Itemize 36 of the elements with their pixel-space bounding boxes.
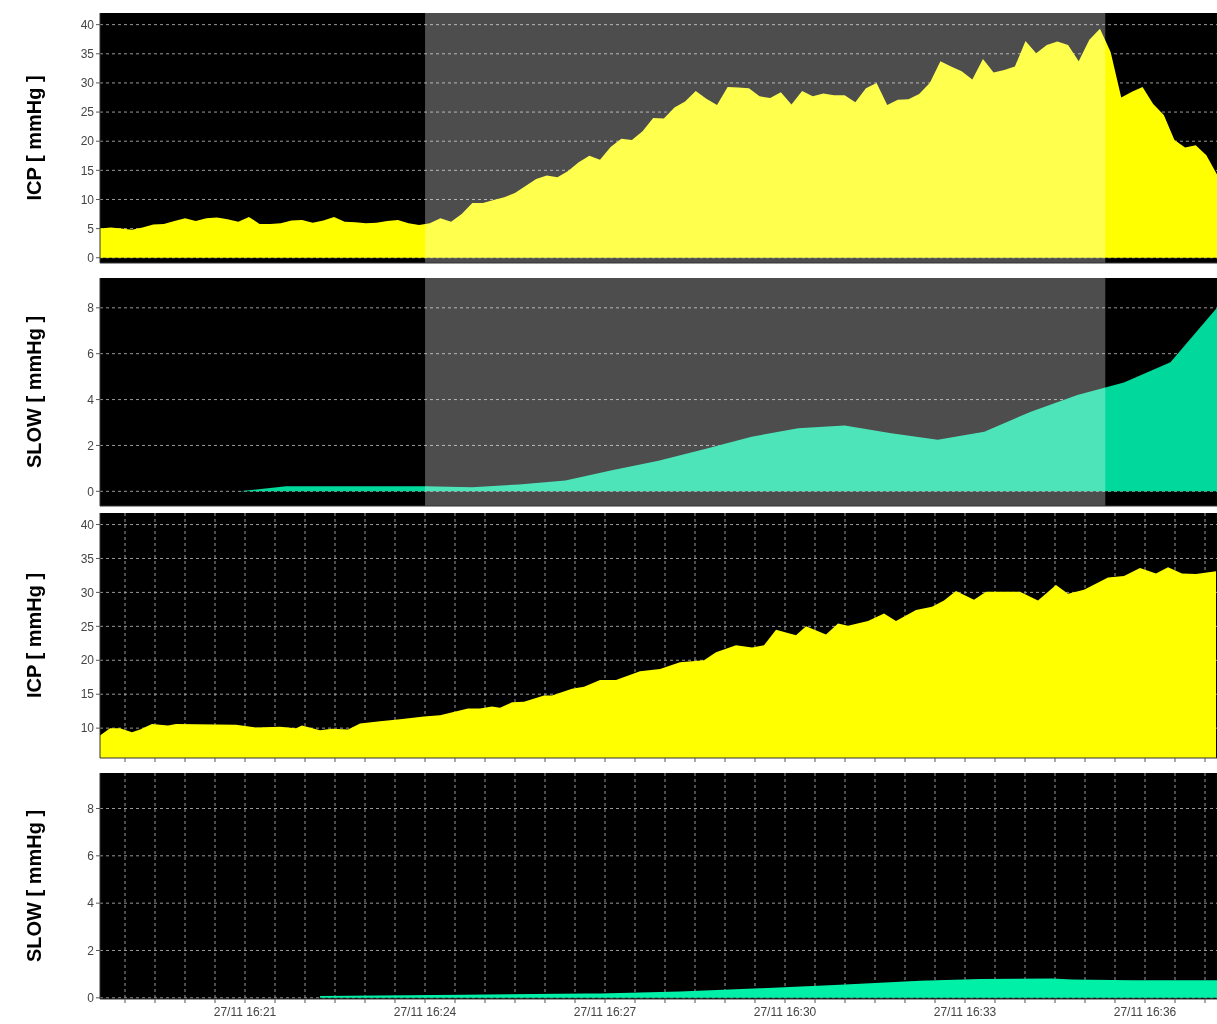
y-tick-label: 8 — [87, 801, 95, 816]
y-axis-title: ICP [ mmHg ] — [23, 75, 45, 201]
y-tick-label: 5 — [87, 221, 95, 236]
y-tick-label: 20 — [80, 653, 95, 668]
y-tick-label: 15 — [80, 163, 95, 178]
x-tick-label: 27/11 16:27 — [573, 1005, 637, 1019]
y-tick-label: 8 — [87, 301, 95, 316]
y-tick-label: 2 — [87, 943, 95, 958]
y-tick-label: 35 — [80, 551, 95, 566]
y-tick-label: 30 — [80, 585, 95, 600]
y-tick-label: 40 — [80, 17, 95, 32]
x-tick-label: 27/11 16:33 — [933, 1005, 997, 1019]
y-tick-label: 6 — [87, 849, 95, 864]
y-tick-label: 0 — [87, 484, 95, 499]
y-tick-label: 35 — [80, 46, 95, 61]
y-axis-title: SLOW [ mmHg ] — [23, 809, 45, 963]
y-tick-label: 0 — [87, 991, 95, 1006]
x-tick-label: 27/11 16:21 — [213, 1005, 277, 1019]
y-tick-label: 25 — [80, 619, 95, 634]
y-tick-label: 10 — [80, 721, 95, 736]
y-tick-label: 2 — [87, 438, 95, 453]
x-tick-label: 27/11 16:24 — [393, 1005, 457, 1019]
y-tick-label: 4 — [87, 392, 95, 407]
y-tick-label: 40 — [80, 517, 95, 532]
y-tick-label: 10 — [80, 192, 95, 207]
y-tick-label: 20 — [80, 134, 95, 149]
y-tick-label: 25 — [80, 105, 95, 120]
x-tick-label: 27/11 16:36 — [1113, 1005, 1177, 1019]
y-tick-label: 0 — [87, 250, 95, 265]
y-tick-label: 4 — [87, 896, 95, 911]
y-tick-label: 30 — [80, 76, 95, 91]
y-axis-title: SLOW [ mmHg ] — [23, 315, 45, 469]
x-tick-label: 27/11 16:30 — [753, 1005, 817, 1019]
y-tick-label: 15 — [80, 687, 95, 702]
y-tick-label: 6 — [87, 346, 95, 361]
y-axis-title: ICP [ mmHg ] — [23, 572, 45, 699]
